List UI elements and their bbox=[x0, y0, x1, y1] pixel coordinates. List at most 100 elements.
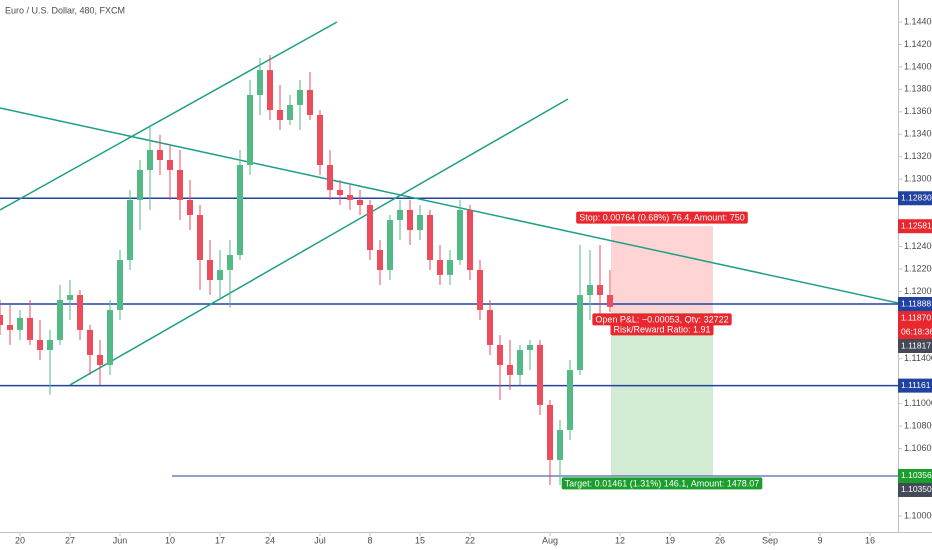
price-tag-label: 1.11870 bbox=[901, 312, 931, 322]
candle-body bbox=[37, 339, 43, 351]
price-tag bbox=[898, 191, 932, 206]
candle-body bbox=[67, 295, 73, 300]
candle-body bbox=[57, 299, 63, 340]
y-tick-label: 1.10800 bbox=[904, 421, 932, 431]
candle-body bbox=[527, 344, 533, 351]
candle-body bbox=[517, 350, 523, 375]
candle-body bbox=[87, 329, 93, 355]
y-tick-label: 1.12200 bbox=[904, 263, 932, 273]
price-tag bbox=[898, 311, 932, 325]
candle-body bbox=[277, 110, 283, 121]
candle-body bbox=[407, 209, 413, 231]
candle-body bbox=[27, 317, 33, 340]
candle-body bbox=[537, 344, 543, 405]
x-tick-label: Sep bbox=[762, 535, 778, 545]
price-tag bbox=[898, 468, 932, 483]
target-zone bbox=[611, 311, 713, 476]
x-tick-label: 26 bbox=[715, 535, 725, 545]
candle-body bbox=[217, 269, 223, 280]
candle-body bbox=[297, 90, 303, 105]
candle-body bbox=[427, 214, 433, 260]
target-label-bg bbox=[561, 477, 763, 490]
y-tick-label: 1.11000 bbox=[904, 398, 932, 408]
price-tag-label: 1.11888 bbox=[901, 298, 931, 308]
x-tick-label: Aug bbox=[542, 535, 558, 545]
y-tick-label: 1.13000 bbox=[904, 174, 932, 184]
x-tick-label: 20 bbox=[15, 535, 25, 545]
trend-line bbox=[69, 98, 569, 386]
candle-body bbox=[227, 254, 233, 270]
pnl-label: Open P&L: −0.00053, Qty: 32722 bbox=[595, 314, 728, 324]
x-tick-label: 9 bbox=[817, 535, 822, 545]
candle-body bbox=[307, 90, 313, 115]
candle-body bbox=[77, 295, 83, 330]
y-tick-label: 1.13800 bbox=[904, 84, 932, 94]
ratio-label: Risk/Reward Ratio: 1.91 bbox=[613, 324, 710, 334]
price-tag bbox=[898, 297, 932, 311]
candle-body bbox=[387, 220, 393, 270]
candle-body bbox=[507, 364, 513, 375]
target-label: Target: 0.01461 (1.31%) 146.1, Amount: 1… bbox=[565, 478, 760, 488]
x-tick-label: Jul bbox=[314, 535, 326, 545]
pnl-label-bg bbox=[592, 313, 732, 326]
candle-body bbox=[447, 259, 453, 275]
candle-body bbox=[577, 295, 583, 371]
candle-body bbox=[587, 285, 593, 296]
price-tag-label: 1.11161 bbox=[901, 380, 931, 390]
candle-body bbox=[137, 169, 143, 200]
stop-label: Stop: 0.00764 (0.68%) 76.4, Amount: 750 bbox=[579, 213, 745, 223]
price-tag bbox=[898, 325, 932, 339]
candle-body bbox=[487, 309, 493, 345]
candle-body bbox=[317, 114, 323, 166]
price-tag bbox=[898, 482, 932, 497]
candle-body bbox=[457, 209, 463, 260]
price-tag bbox=[898, 378, 932, 393]
candle-body bbox=[397, 209, 403, 221]
candle-body bbox=[187, 199, 193, 215]
y-tick-label: 1.13200 bbox=[904, 151, 932, 161]
x-tick-label: 16 bbox=[865, 535, 875, 545]
stop-label-bg bbox=[576, 211, 748, 224]
candle-body bbox=[607, 295, 613, 307]
y-tick-label: 1.11400 bbox=[904, 353, 932, 363]
y-tick-label: 1.12000 bbox=[904, 286, 932, 296]
candle-body bbox=[7, 324, 13, 330]
candle-body bbox=[177, 169, 183, 200]
y-tick-label: 1.14200 bbox=[904, 39, 932, 49]
candle-body bbox=[207, 259, 213, 280]
y-tick-label: 1.10600 bbox=[904, 443, 932, 453]
candle-body bbox=[267, 70, 273, 111]
x-tick-label: 17 bbox=[215, 535, 225, 545]
candle-body bbox=[327, 165, 333, 190]
ratio-label-bg bbox=[610, 323, 714, 336]
trend-line bbox=[0, 21, 338, 211]
candle-body bbox=[377, 250, 383, 270]
y-tick-label: 1.13400 bbox=[904, 129, 932, 139]
price-tag bbox=[898, 339, 932, 353]
price-tag-label: 1.12581 bbox=[901, 220, 932, 230]
x-tick-label: 22 bbox=[465, 535, 475, 545]
y-tick-label: 1.10000 bbox=[904, 510, 932, 520]
candle-body bbox=[17, 317, 23, 330]
x-tick-label: 12 bbox=[615, 535, 625, 545]
y-tick-label: 1.12400 bbox=[904, 241, 932, 251]
x-tick-label: 27 bbox=[65, 535, 75, 545]
x-tick-label: 8 bbox=[367, 535, 372, 545]
x-tick-label: Jun bbox=[113, 535, 128, 545]
candle-body bbox=[257, 70, 263, 95]
price-tag-label: 1.11817 bbox=[901, 340, 931, 350]
y-tick-label: 1.14000 bbox=[904, 61, 932, 71]
stop-zone bbox=[611, 226, 713, 312]
candle-body bbox=[127, 199, 133, 260]
x-tick-label: 15 bbox=[415, 535, 425, 545]
price-tag bbox=[898, 219, 932, 234]
candle-body bbox=[97, 354, 103, 365]
candle-body bbox=[0, 315, 3, 325]
candle-body bbox=[147, 149, 153, 170]
candle-body bbox=[547, 404, 553, 460]
candle-body bbox=[117, 259, 123, 310]
y-tick-label: 1.13600 bbox=[904, 106, 932, 116]
candle-body bbox=[167, 159, 173, 170]
candle-body bbox=[347, 194, 353, 200]
